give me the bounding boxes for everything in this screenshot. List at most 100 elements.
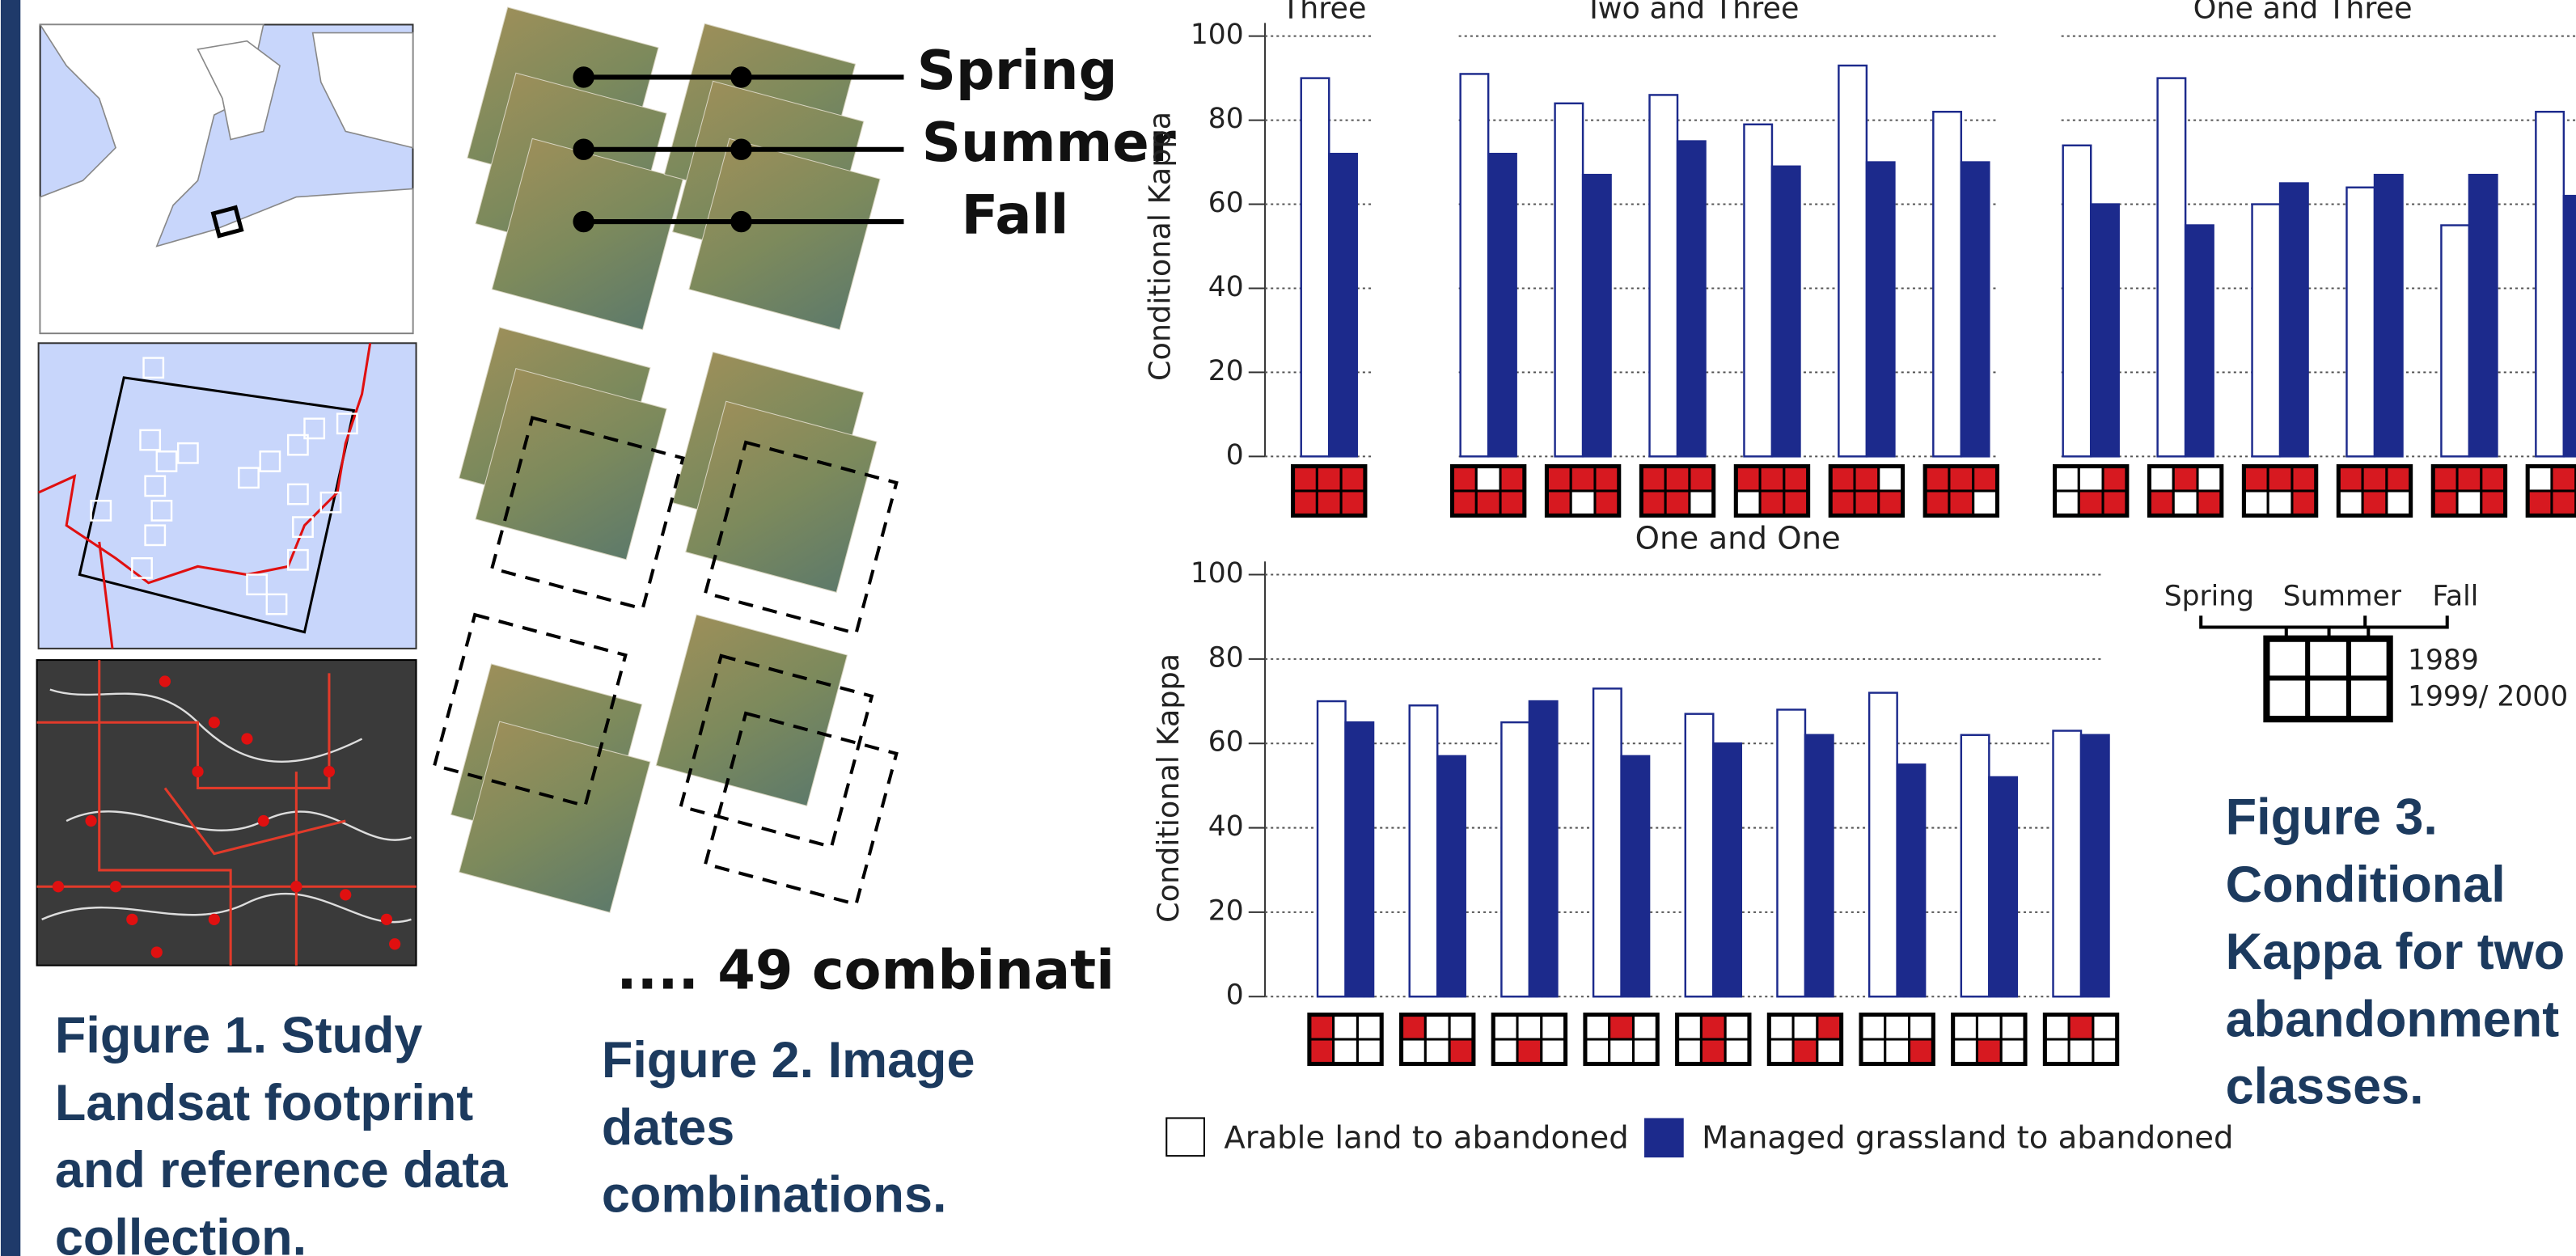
y-tick-label: 0 [1226,439,1244,472]
bar [1529,701,1558,996]
y-tick-label: 100 [1191,19,1244,51]
combo-cell [1317,491,1341,515]
bar [2469,175,2498,456]
bar [1838,66,1867,456]
y-tick-label: 60 [1208,187,1244,219]
bar [1744,125,1772,457]
bar [1867,163,1895,457]
combo-cell [2173,467,2197,491]
combo-cell [1609,1015,1634,1039]
combo-cell [2197,467,2222,491]
combo-cell [1500,467,1525,491]
combo-cell [2387,467,2411,491]
combo-cell [2292,491,2316,515]
combo-cell [1641,491,1665,515]
bar [1713,743,1741,996]
combo-cell [2362,491,2387,515]
combo-cell [2527,467,2552,491]
combo-cell [1425,1015,1449,1039]
combo-cell [2093,1015,2117,1039]
group-title: Three [1281,0,1367,26]
combo-cell [1595,491,1619,515]
bar [1318,701,1346,996]
combo-cell [1885,1039,1910,1064]
combo-cell [1317,467,1341,491]
bar [2081,735,2109,996]
bar [1488,154,1516,456]
bar [2441,226,2469,457]
combo-cell [1571,467,1595,491]
combo-cell [1665,491,1690,515]
combo-cell [1701,1039,1725,1064]
combo-cell [1784,491,1808,515]
combo-cell [2197,491,2222,515]
combo-cell [1736,491,1760,515]
combo-cell [1571,491,1595,515]
figure-caption: classes. [2226,1059,2424,1115]
bar [1461,74,1489,456]
combo-cell [1334,1015,1358,1039]
combo-cell [2457,491,2481,515]
figure-caption: Figure 1. Study [55,1008,423,1064]
combo-cell [1546,491,1571,515]
bar [1772,167,1800,457]
bar [1869,693,1897,997]
combo-cell [2001,1039,2025,1064]
key-row: 1989 [2408,645,2479,677]
figure-caption: Conditional [2226,856,2506,913]
group-title: Two and Three [1584,0,1799,26]
combo-cell [2527,491,2552,515]
combo-cell [1953,1015,1977,1039]
bar [1555,104,1584,457]
combo-cell [1817,1039,1842,1064]
combo-cell [1701,1015,1725,1039]
combo-cell [1793,1039,1817,1064]
key-row: 1999/ 2000 [2408,680,2568,713]
combo-cell [1402,1039,1426,1064]
combo-cell [1595,467,1619,491]
bar [1501,722,1529,996]
combo-cell [1953,1039,1977,1064]
combo-cell [1736,467,1760,491]
combo-cell [1879,491,1903,515]
bar [2185,226,2214,457]
bar [2375,175,2403,456]
combo-cell [1542,1015,1566,1039]
combo-cell [2338,491,2362,515]
group-title: One and Three [2193,0,2413,26]
figure-caption: and reference data [55,1142,509,1199]
figure-caption: Figure 2. Image [602,1032,975,1089]
combo-cell [2244,491,2268,515]
bar [2280,184,2308,457]
combo-cell [1690,467,1714,491]
page: {"figure1": {"caption": ["Figure 1. Stud… [0,0,2576,1256]
legend-label: Managed grassland to abandoned [1702,1119,2233,1156]
bar [1677,142,1706,457]
combo-cell [1879,467,1903,491]
combo-cell [2292,467,2316,491]
combo-cell [1861,1039,1885,1064]
combo-cell [1817,1015,1842,1039]
figure-caption: Kappa for two [2226,924,2565,980]
combo-cell [1585,1039,1609,1064]
combo-cell [1769,1039,1793,1064]
combo-cell [1517,1039,1542,1064]
combo-cell [1633,1039,1657,1064]
combo-cell [1453,491,1477,515]
combo-cell [2457,467,2481,491]
combo-cell [1341,467,1365,491]
bar [1346,722,1374,996]
europe-map [40,24,413,333]
key-column: Fall [2432,580,2478,612]
combo-cell [2093,1039,2117,1064]
combo-cell [2433,467,2457,491]
combo-cell [1293,467,1318,491]
bar [1961,735,1990,996]
combo-cell [1725,1039,1749,1064]
combo-cell [2103,467,2127,491]
bar [2564,196,2576,456]
combo-cell [1402,1015,1426,1039]
combo-cell [2481,467,2506,491]
bar [1329,154,1357,456]
bar [2252,205,2281,457]
